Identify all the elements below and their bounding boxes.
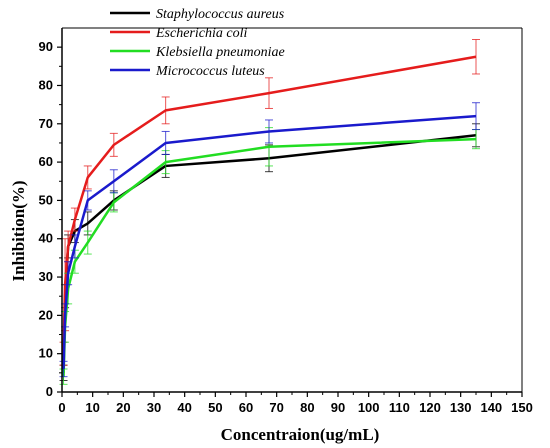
series-line	[62, 55, 477, 354]
series-line	[62, 137, 477, 377]
series-klebsiella-pneumoniae	[59, 127, 480, 385]
y-tick-label: 10	[39, 346, 53, 361]
y-tick-label: 90	[39, 39, 53, 54]
y-tick-label: 60	[39, 154, 53, 169]
series-line	[62, 114, 477, 370]
x-tick-label: 80	[300, 400, 314, 415]
legend-label: Staphylococcus aureus	[156, 7, 285, 22]
y-tick-label: 30	[39, 269, 53, 284]
x-tick-label: 120	[419, 400, 441, 415]
plot-area	[59, 38, 480, 385]
x-tick-label: 20	[116, 400, 130, 415]
y-axis-title: Inhibition(%)	[9, 180, 28, 281]
x-tick-label: 140	[480, 400, 502, 415]
legend-label: Escherichia coli	[155, 26, 247, 41]
series-staphylococcus-aureus	[59, 123, 480, 382]
series-escherichia-coli	[59, 38, 480, 366]
x-tick-label: 150	[511, 400, 533, 415]
y-tick-label: 20	[39, 307, 53, 322]
x-tick-label: 50	[208, 400, 222, 415]
x-tick-label: 110	[389, 400, 410, 415]
y-tick-label: 70	[39, 116, 53, 131]
y-tick-label: 0	[46, 384, 53, 399]
x-tick-label: 40	[177, 400, 191, 415]
x-tick-label: 60	[239, 400, 253, 415]
x-axis-title: Concentraion(ug/mL)	[221, 425, 380, 444]
legend-label: Micrococcus luteus	[155, 64, 265, 79]
x-tick-label: 100	[358, 400, 380, 415]
x-tick-label: 130	[450, 400, 472, 415]
y-tick-label: 50	[39, 192, 53, 207]
x-tick-label: 0	[58, 400, 65, 415]
legend: Staphylococcus aureus Escherichia coli Kle…	[110, 7, 285, 79]
y-tick-label: 40	[39, 231, 53, 246]
y-tick-label: 80	[39, 77, 53, 92]
x-tick-label: 90	[331, 400, 345, 415]
series-micrococcus-luteus	[59, 102, 480, 378]
x-tick-label: 30	[147, 400, 161, 415]
x-tick-label: 10	[85, 400, 99, 415]
axes: 0 10 20 30 40 50 60 70 80 90 100 110 120 130 140 150 0 10…	[39, 27, 533, 415]
legend-label: Klebsiella pneumoniae	[155, 45, 285, 60]
series-line	[62, 134, 477, 373]
x-tick-label: 70	[269, 400, 283, 415]
